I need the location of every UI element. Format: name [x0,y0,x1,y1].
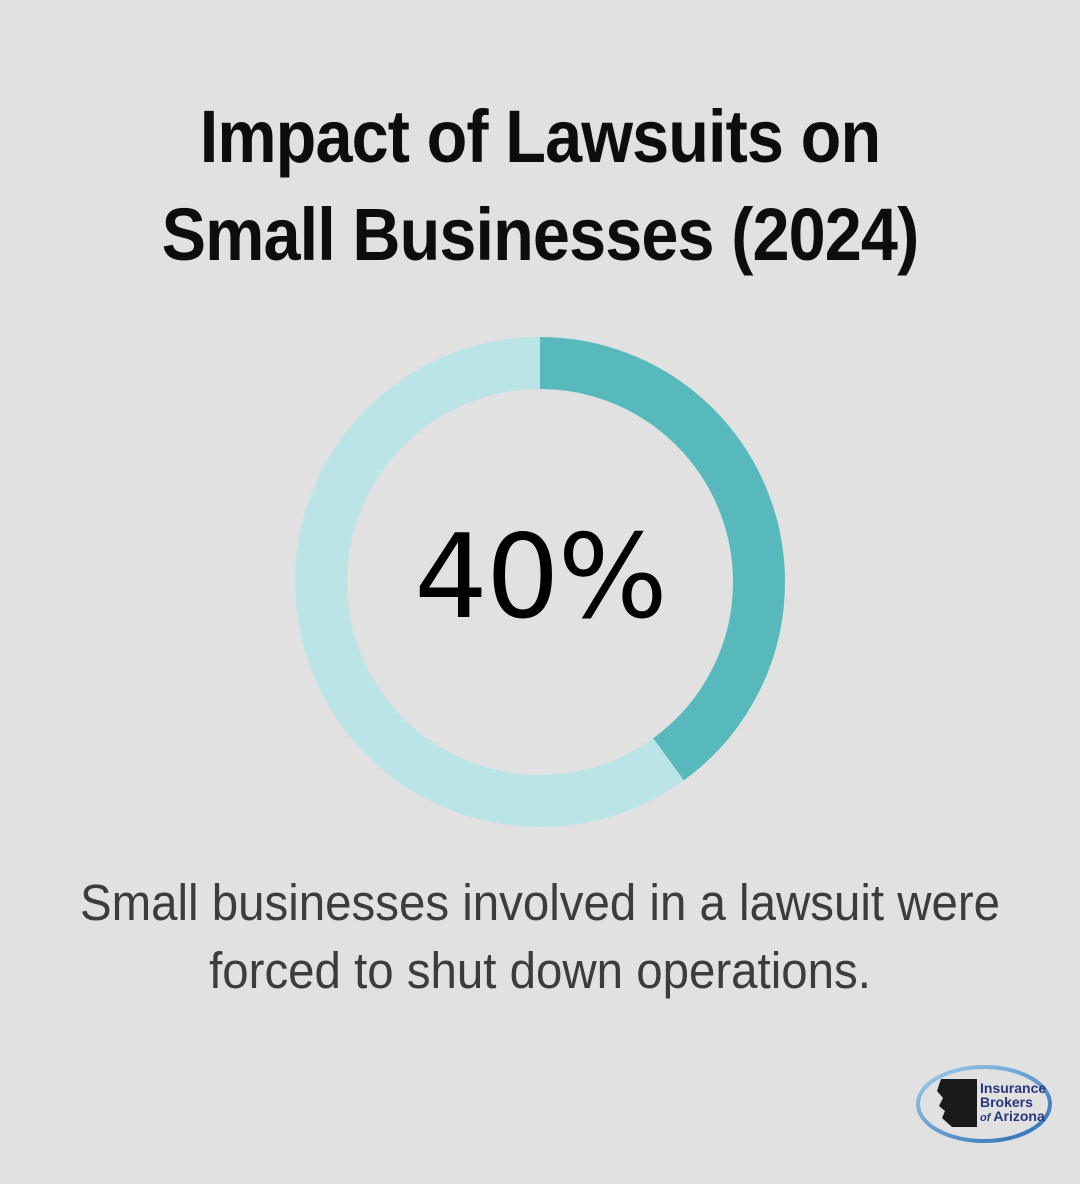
logo-text-arizona: Arizona [993,1108,1045,1124]
logo-oval [916,1065,1052,1143]
caption-line1: Small businesses involved in a lawsuit w… [79,874,1001,931]
page-title-line1: Impact of Lawsuits on [199,95,881,178]
page-title: Impact of Lawsuits on Small Businesses (… [54,88,1026,284]
brand-logo-svg: Insurance Brokers of Arizona [916,1065,1052,1143]
logo-text-line1: Insurance [980,1080,1046,1096]
donut-chart-svg [295,337,785,827]
arizona-state-icon [937,1079,977,1127]
page-title-line2: Small Businesses (2024) [161,193,920,276]
logo-text-line3: of Arizona [980,1108,1045,1124]
logo-text-of: of [980,1112,992,1124]
donut-chart: 40% [295,337,785,827]
donut-segment-primary [295,337,785,827]
donut-center-label: 40% [414,509,668,645]
caption-line2: forced to shut down operations. [209,942,871,999]
logo-text-line2: Brokers [980,1094,1033,1110]
caption-text: Small businesses involved in a lawsuit w… [38,869,1042,1005]
brand-logo: Insurance Brokers of Arizona [914,1064,1054,1144]
